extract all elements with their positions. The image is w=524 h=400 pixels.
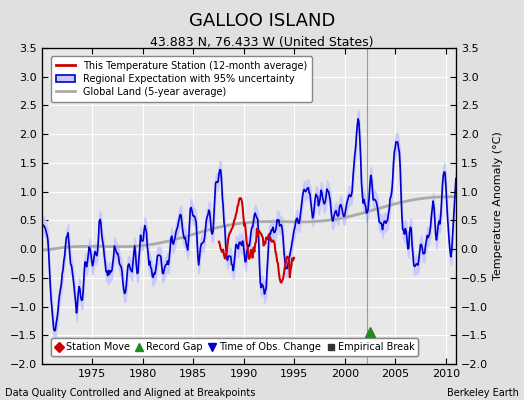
Text: Berkeley Earth: Berkeley Earth <box>447 388 519 398</box>
Legend: Station Move, Record Gap, Time of Obs. Change, Empirical Break: Station Move, Record Gap, Time of Obs. C… <box>51 338 418 356</box>
Text: 43.883 N, 76.433 W (United States): 43.883 N, 76.433 W (United States) <box>150 36 374 49</box>
Y-axis label: Temperature Anomaly (°C): Temperature Anomaly (°C) <box>494 132 504 280</box>
Text: GALLOO ISLAND: GALLOO ISLAND <box>189 12 335 30</box>
Text: Data Quality Controlled and Aligned at Breakpoints: Data Quality Controlled and Aligned at B… <box>5 388 256 398</box>
